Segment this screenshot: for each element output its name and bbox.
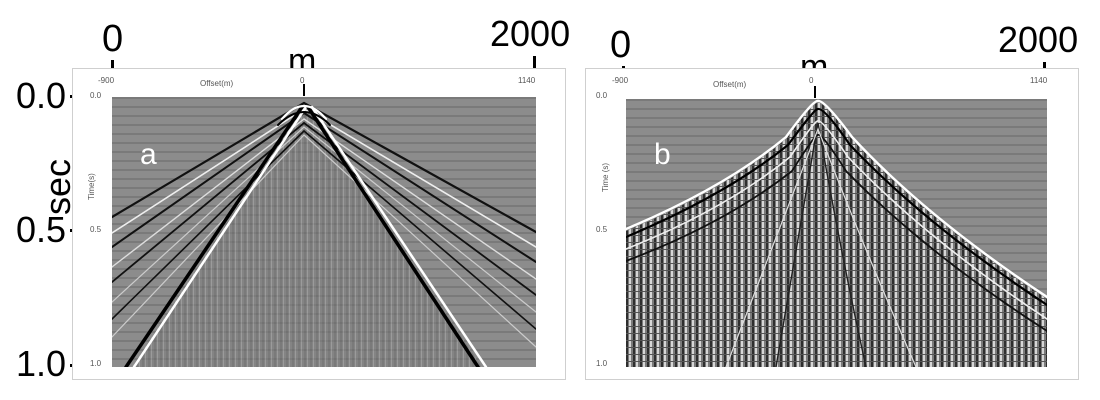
panel-a-y-tick-0: 0.0 xyxy=(90,91,102,100)
panel-b-x-tick-mid: 0 xyxy=(809,76,814,85)
outer-y-tick-0: 0.0 xyxy=(16,75,67,116)
outer-x-start-label-a: 0 xyxy=(102,18,124,60)
seismic-panel-a xyxy=(112,97,536,367)
outer-x-end-label-a: 2000 xyxy=(490,13,571,54)
panel-a-y-tick-1: 0.5 xyxy=(90,225,102,234)
panel-a-xlabel: Offset(m) xyxy=(200,79,234,88)
panel-b-x-tick-left: -900 xyxy=(612,76,629,85)
seismic-panel-b xyxy=(626,99,1047,367)
panel-b-zero-tick xyxy=(814,86,816,98)
panel-a-x-tick-right: 1140 xyxy=(518,76,536,85)
outer-y-tick-1: 0.5 xyxy=(16,209,67,250)
panel-a-letter: a xyxy=(140,138,157,171)
outer-x-end-label-b: 2000 xyxy=(998,19,1079,60)
panel-b-y-tick-0: 0.0 xyxy=(596,91,608,100)
seismic-panel-a-svg xyxy=(112,97,536,367)
panel-a-zero-tick xyxy=(303,84,305,96)
panel-b-ylabel: Time (s) xyxy=(601,162,610,192)
outer-x-start-label-b: 0 xyxy=(610,24,632,66)
panel-b-x-tick-right: 1140 xyxy=(1030,76,1048,85)
outer-y-unit-label: sec xyxy=(37,158,78,215)
panel-b-letter: b xyxy=(654,138,671,171)
panel-a-x-tick-left: -900 xyxy=(98,76,115,85)
panel-b-xlabel: Offset(m) xyxy=(713,80,747,89)
panel-b-y-tick-1: 0.5 xyxy=(596,225,608,234)
panel-a-x-tick-mid: 0 xyxy=(300,76,305,85)
panel-b-y-tick-2: 1.0 xyxy=(596,359,608,368)
outer-y-tick-2: 1.0 xyxy=(16,343,67,384)
panel-a-y-tick-2: 1.0 xyxy=(90,359,102,368)
panel-a-ylabel: Time(s) xyxy=(87,173,96,200)
seismic-panel-b-svg xyxy=(626,99,1047,367)
